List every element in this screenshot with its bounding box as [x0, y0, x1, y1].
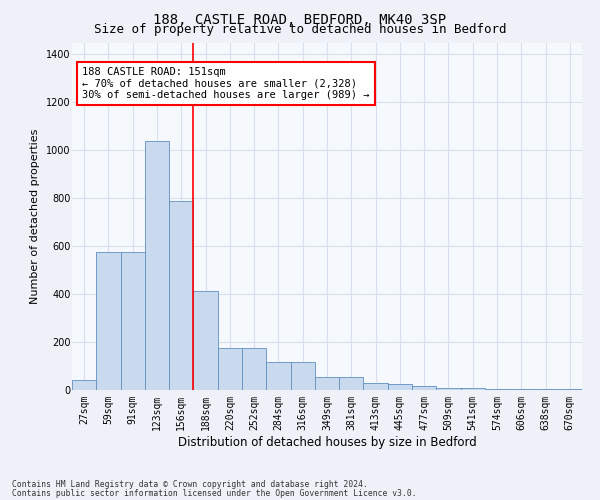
X-axis label: Distribution of detached houses by size in Bedford: Distribution of detached houses by size …: [178, 436, 476, 448]
Text: 188 CASTLE ROAD: 151sqm
← 70% of detached houses are smaller (2,328)
30% of semi: 188 CASTLE ROAD: 151sqm ← 70% of detache…: [82, 67, 370, 100]
Bar: [169, 200, 193, 390]
Bar: [72, 380, 96, 390]
Bar: [388, 384, 412, 390]
Bar: [412, 386, 436, 390]
Bar: [364, 383, 388, 390]
Bar: [266, 362, 290, 390]
Text: Contains public sector information licensed under the Open Government Licence v3: Contains public sector information licen…: [12, 488, 416, 498]
Y-axis label: Number of detached properties: Number of detached properties: [31, 128, 40, 304]
Bar: [315, 377, 339, 390]
Bar: [121, 252, 145, 390]
Bar: [193, 290, 218, 390]
Bar: [96, 252, 121, 390]
Text: Size of property relative to detached houses in Bedford: Size of property relative to detached ho…: [94, 22, 506, 36]
Bar: [339, 377, 364, 390]
Bar: [218, 348, 242, 390]
Bar: [290, 362, 315, 390]
Bar: [436, 388, 461, 390]
Bar: [461, 388, 485, 390]
Bar: [145, 141, 169, 390]
Bar: [485, 389, 509, 390]
Bar: [509, 389, 533, 390]
Text: Contains HM Land Registry data © Crown copyright and database right 2024.: Contains HM Land Registry data © Crown c…: [12, 480, 368, 489]
Text: 188, CASTLE ROAD, BEDFORD, MK40 3SP: 188, CASTLE ROAD, BEDFORD, MK40 3SP: [154, 12, 446, 26]
Bar: [242, 348, 266, 390]
